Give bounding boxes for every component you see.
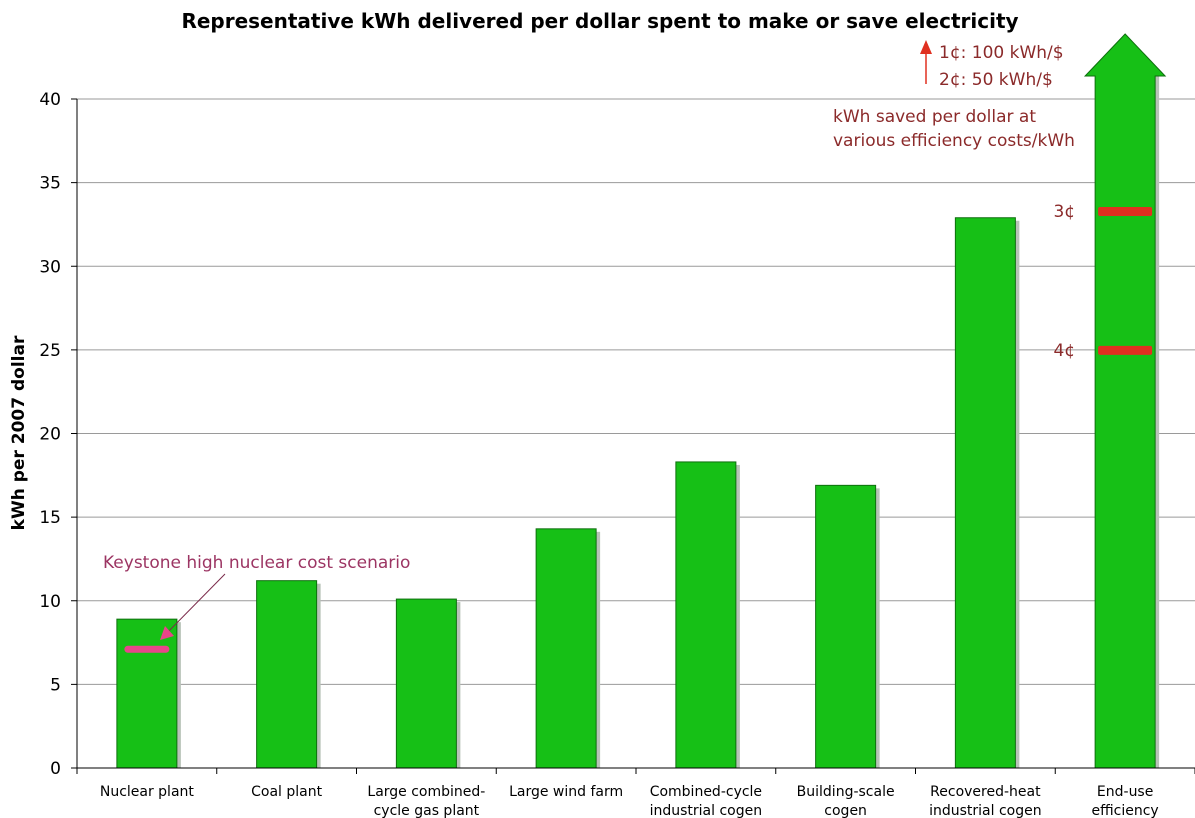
x-tick-label: efficiency	[1092, 803, 1159, 818]
y-tick-label: 0	[50, 759, 61, 779]
x-tick-label: Large wind farm	[509, 784, 623, 800]
efficiency-note: various efficiency costs/kWh	[833, 131, 1075, 151]
efficiency-note: kWh saved per dollar at	[833, 107, 1036, 127]
x-tick-label: Coal plant	[251, 784, 322, 800]
bar	[395, 598, 457, 769]
y-tick-label: 10	[39, 592, 61, 612]
bars	[116, 33, 1167, 769]
x-tick-label: cogen	[824, 803, 867, 818]
y-tick-label: 15	[39, 508, 61, 528]
nuclear-scenario-label: Keystone high nuclear cost scenario	[103, 553, 410, 573]
x-tick-label: Recovered-heat	[930, 784, 1041, 800]
x-tick-label: End-use	[1097, 784, 1153, 800]
x-tick-label: Combined-cycle	[650, 784, 762, 800]
cost-arrow-head	[920, 40, 932, 54]
y-tick-labels: 0 5 10 15 20 25 30 35 40	[39, 90, 61, 779]
bar	[675, 461, 737, 769]
y-tick-label: 25	[39, 341, 61, 361]
bar	[535, 528, 597, 769]
axes	[71, 98, 1195, 774]
annotations: Keystone high nuclear cost scenario 3¢ 4¢ k…	[103, 40, 1153, 653]
cost-arrow-label: 2¢: 50 kWh/$	[939, 70, 1053, 90]
chart-title: Representative kWh delivered per dollar …	[181, 9, 1018, 33]
y-tick-label: 5	[50, 675, 61, 695]
y-tick-label: 40	[39, 90, 61, 110]
y-tick-label: 20	[39, 425, 61, 445]
x-tick-labels: Nuclear plant Coal plant Large combined-cy…	[100, 784, 1159, 818]
x-tick-label: Large combined-	[367, 784, 485, 800]
y-axis-label: kWh per 2007 dollar	[9, 335, 29, 530]
efficiency-cost-label: 3¢	[1053, 202, 1075, 222]
efficiency-arrow	[1083, 33, 1167, 769]
bar	[256, 580, 318, 769]
x-tick-label: Building-scale	[797, 784, 895, 800]
bar	[116, 618, 178, 769]
bar	[815, 484, 877, 769]
efficiency-cost-marker	[1098, 207, 1153, 217]
x-tick-label: Nuclear plant	[100, 784, 195, 800]
x-tick-label: cycle gas plant	[374, 803, 480, 818]
y-tick-label: 35	[39, 174, 61, 194]
efficiency-cost-marker	[1098, 345, 1153, 355]
bar	[954, 217, 1016, 769]
gridlines	[77, 98, 1195, 685]
efficiency-cost-label: 4¢	[1053, 341, 1075, 361]
cost-arrow-label: 1¢: 100 kWh/$	[939, 43, 1064, 63]
x-tick-label: industrial cogen	[650, 803, 763, 818]
y-tick-label: 30	[39, 257, 61, 277]
nuclear-leader-arrowhead	[160, 626, 174, 640]
nuclear-leader-line	[162, 573, 226, 638]
x-tick-label: industrial cogen	[929, 803, 1042, 818]
